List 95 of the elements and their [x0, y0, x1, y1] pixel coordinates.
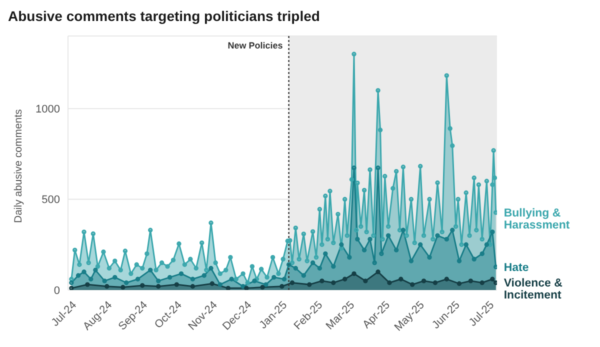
series-label: Violence & Incitement	[504, 278, 562, 302]
point	[93, 268, 98, 272]
y-tick-label: 0	[54, 284, 60, 297]
point	[376, 270, 380, 274]
point	[480, 251, 484, 256]
point	[394, 248, 399, 252]
point	[202, 273, 206, 278]
point	[398, 276, 404, 282]
point	[85, 282, 90, 287]
point	[480, 280, 484, 286]
point	[120, 284, 126, 290]
point	[368, 236, 372, 242]
point	[148, 268, 153, 272]
chart-title: Abusive comments targeting politicians tripled	[8, 8, 321, 24]
series-label: Bullying & Harassment	[504, 208, 570, 232]
point	[272, 274, 276, 280]
point	[331, 264, 336, 269]
y-tick-label: 1000	[36, 103, 60, 116]
point	[244, 286, 249, 290]
point	[301, 273, 306, 278]
point	[352, 271, 356, 276]
point	[104, 284, 110, 289]
point	[435, 233, 440, 238]
point	[252, 278, 257, 284]
point	[472, 256, 476, 262]
ref-line-label: New Policies	[228, 40, 283, 50]
point	[347, 254, 352, 260]
point	[386, 233, 391, 238]
point	[140, 283, 145, 288]
point	[427, 254, 432, 260]
point	[387, 280, 392, 286]
point	[88, 276, 94, 282]
point	[178, 271, 184, 276]
y-axis-title: Daily abusive comments	[12, 109, 25, 223]
point	[190, 284, 196, 289]
point	[408, 258, 414, 264]
point	[342, 276, 348, 282]
point	[218, 282, 222, 287]
point	[82, 270, 86, 274]
point	[156, 284, 161, 289]
point	[355, 236, 360, 242]
point	[490, 230, 495, 234]
point	[490, 276, 495, 282]
point	[379, 251, 384, 256]
point	[464, 242, 468, 247]
point	[76, 273, 81, 278]
point	[282, 276, 287, 282]
point	[444, 276, 450, 282]
point	[363, 278, 368, 284]
point	[190, 276, 196, 282]
point	[317, 266, 322, 271]
point	[174, 282, 180, 287]
point	[456, 281, 462, 286]
point	[69, 280, 74, 286]
point	[400, 228, 406, 232]
point	[124, 280, 129, 286]
point	[372, 260, 377, 266]
point	[494, 264, 497, 270]
point	[484, 242, 490, 247]
point	[421, 278, 426, 284]
point	[352, 166, 356, 170]
y-tick-label: 500	[42, 194, 60, 206]
point	[226, 286, 231, 290]
point	[293, 266, 298, 271]
point	[167, 274, 172, 280]
point	[156, 278, 161, 284]
point	[112, 274, 118, 280]
point	[102, 278, 107, 284]
point	[229, 276, 234, 282]
point	[450, 228, 455, 232]
point	[376, 166, 380, 170]
point	[260, 284, 265, 290]
point	[264, 282, 268, 287]
point	[208, 266, 214, 271]
point	[69, 286, 74, 290]
point	[135, 276, 140, 282]
point	[307, 282, 312, 287]
point	[362, 248, 367, 252]
point	[280, 284, 284, 289]
point	[456, 258, 462, 264]
point	[339, 242, 344, 247]
point	[210, 281, 214, 286]
point	[240, 284, 246, 289]
point	[323, 251, 328, 256]
point	[320, 278, 324, 284]
series-label: Hate	[504, 262, 529, 274]
point	[286, 262, 292, 267]
point	[310, 260, 316, 266]
point	[418, 242, 423, 247]
point	[444, 236, 450, 242]
point	[468, 278, 474, 284]
point	[410, 282, 415, 287]
point	[290, 280, 295, 286]
point	[331, 280, 336, 286]
point	[432, 280, 438, 286]
